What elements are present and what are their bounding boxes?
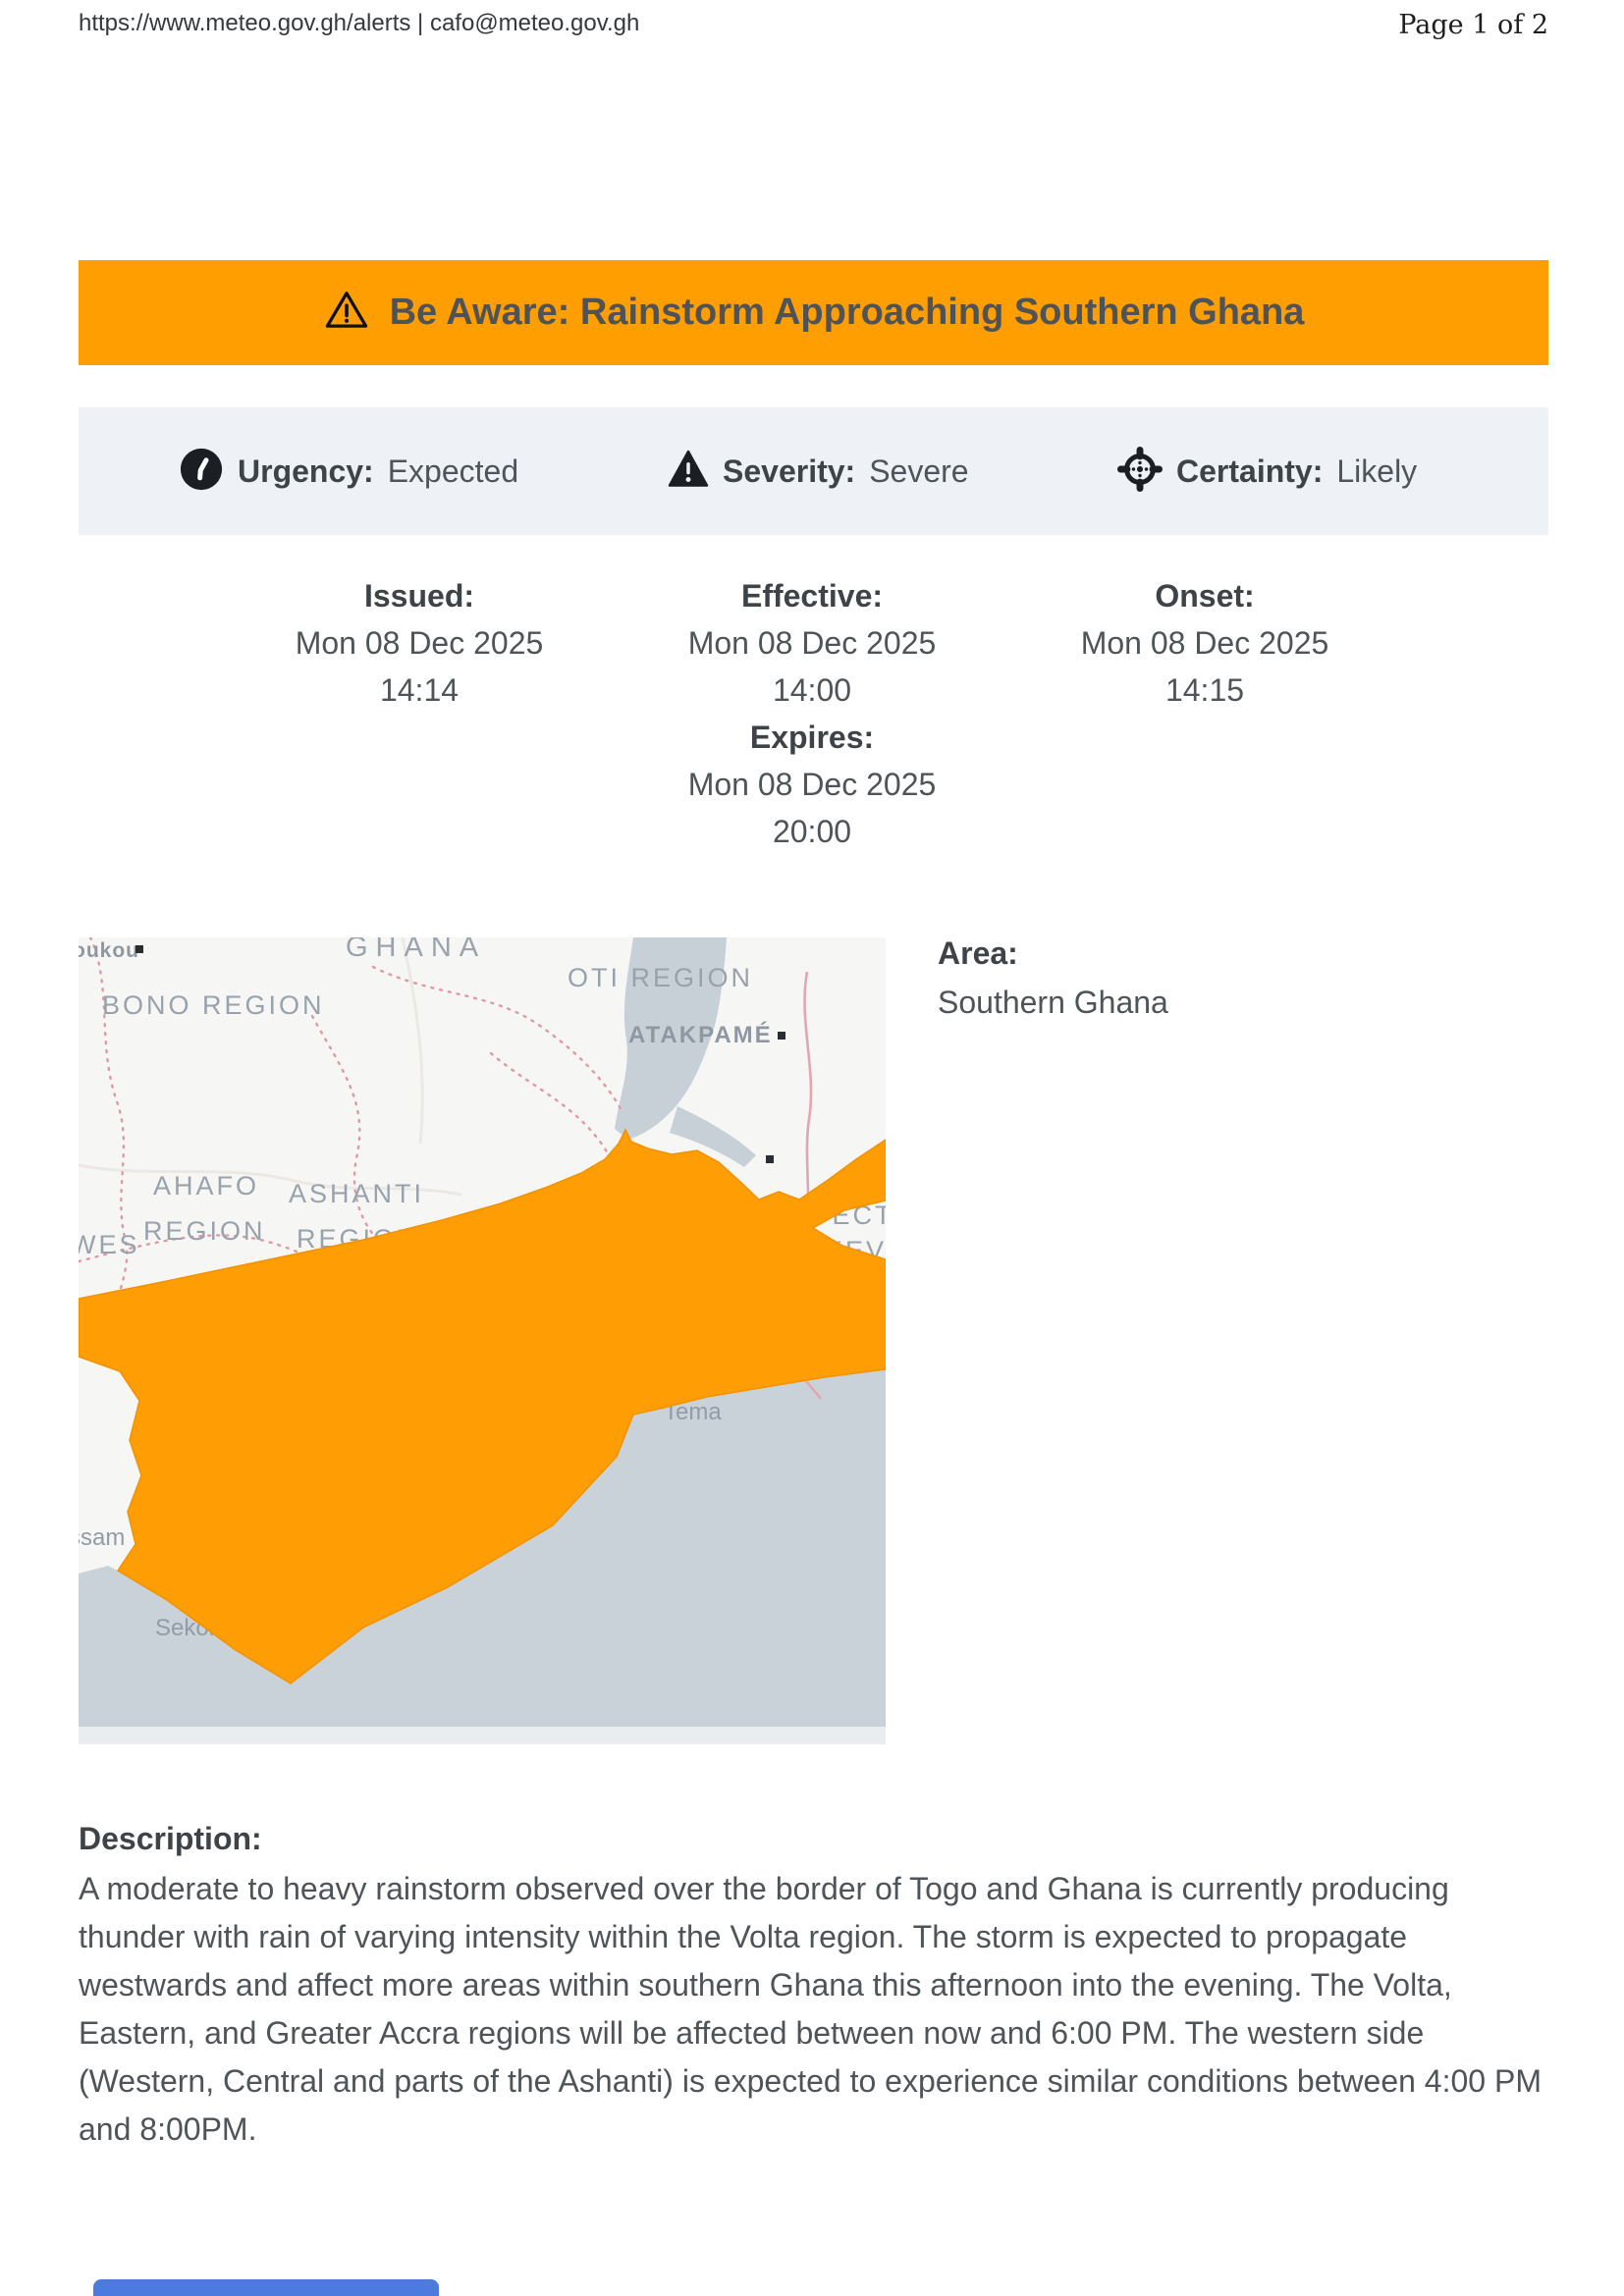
map-attribution-strip [79,1727,886,1744]
urgency-item: Urgency: Expected [179,407,518,535]
map-label: REGION [143,1216,266,1246]
attributes-bar: Urgency: Expected Severity: Severe [79,407,1548,535]
city-marker [778,1032,785,1040]
warning-triangle-outline-icon [323,288,370,338]
severity-item: Severity: Severe [668,407,969,535]
description-label: Description: [79,1821,262,1856]
description-block: Description: A moderate to heavy rainsto… [79,1814,1551,2154]
onset-block: Onset: Mon 08 Dec 2025 14:15 [1008,572,1401,714]
map-label: ASHANTI [289,1179,425,1208]
warning-icon [668,447,709,497]
city-marker [135,945,143,953]
area-label: Area: [938,935,1018,971]
lake-volta-arm [670,1106,756,1167]
certainty-item: Certainty: Likely [1116,407,1418,535]
header-url-email: https://www.meteo.gov.gh/alerts | cafo@m… [79,10,640,36]
alert-polygon [79,1128,886,1684]
severity-label: Severity: [723,453,856,489]
certainty-label: Certainty: [1176,453,1324,489]
effective-block: Effective: Mon 08 Dec 2025 14:00 [616,572,1008,714]
map-polygon-layer [79,1128,886,1684]
map-label: ATAKPAMÉ [628,1022,773,1048]
map-label: BONO REGION [102,990,325,1020]
effective-label: Effective: [740,578,884,614]
map-label: OTI REGION [568,963,754,992]
effective-time: 14:00 [772,672,852,708]
alert-banner: Be Aware: Rainstorm Approaching Southern… [79,260,1548,365]
expires-label: Expires: [749,720,875,755]
area-value: Southern Ghana [938,985,1168,1020]
city-marker [766,1155,774,1163]
map-label: AHAFO [153,1171,260,1201]
map-label: GHANA [346,937,487,963]
issued-block: Issued: Mon 08 Dec 2025 14:14 [223,572,616,714]
page-header: https://www.meteo.gov.gh/alerts | cafo@m… [79,10,1548,40]
onset-date: Mon 08 Dec 2025 [1080,625,1329,661]
dates-grid: Issued: Mon 08 Dec 2025 14:14 Effective:… [223,572,1401,855]
alert-title: Be Aware: Rainstorm Approaching Southern… [389,292,1305,333]
issued-date: Mon 08 Dec 2025 [295,625,544,661]
page-number: Page 1 of 2 [1398,10,1548,40]
description-text: A moderate to heavy rainstorm observed o… [79,1871,1542,2147]
clock-icon [179,447,224,497]
issued-time: 14:14 [379,672,460,708]
severity-value: Severe [869,453,969,489]
effective-date: Mon 08 Dec 2025 [687,625,937,661]
onset-time: 14:15 [1164,672,1245,708]
map-label: WES [79,1230,140,1259]
onset-label: Onset: [1155,578,1255,614]
map-label: ssam [79,1524,126,1551]
crosshair-icon [1116,446,1164,497]
expires-date: Mon 08 Dec 2025 [687,767,937,802]
cutoff-next-section-bar [93,2279,439,2296]
certainty-value: Likely [1336,453,1418,489]
urgency-label: Urgency: [238,453,374,489]
expires-block: Expires: Mon 08 Dec 2025 20:00 [616,714,1008,855]
lake-volta-shape [615,937,727,1140]
alert-area-map: oukou GHANA OTI REGION ATAKPAMÉ BONO REGION A… [79,937,886,1744]
area-block: Area: Southern Ghana [938,929,1168,1027]
issued-label: Issued: [363,578,475,614]
expires-time: 20:00 [772,814,852,849]
urgency-value: Expected [387,453,519,489]
sea-shape [79,1369,886,1744]
map-label: oukou [79,939,139,962]
